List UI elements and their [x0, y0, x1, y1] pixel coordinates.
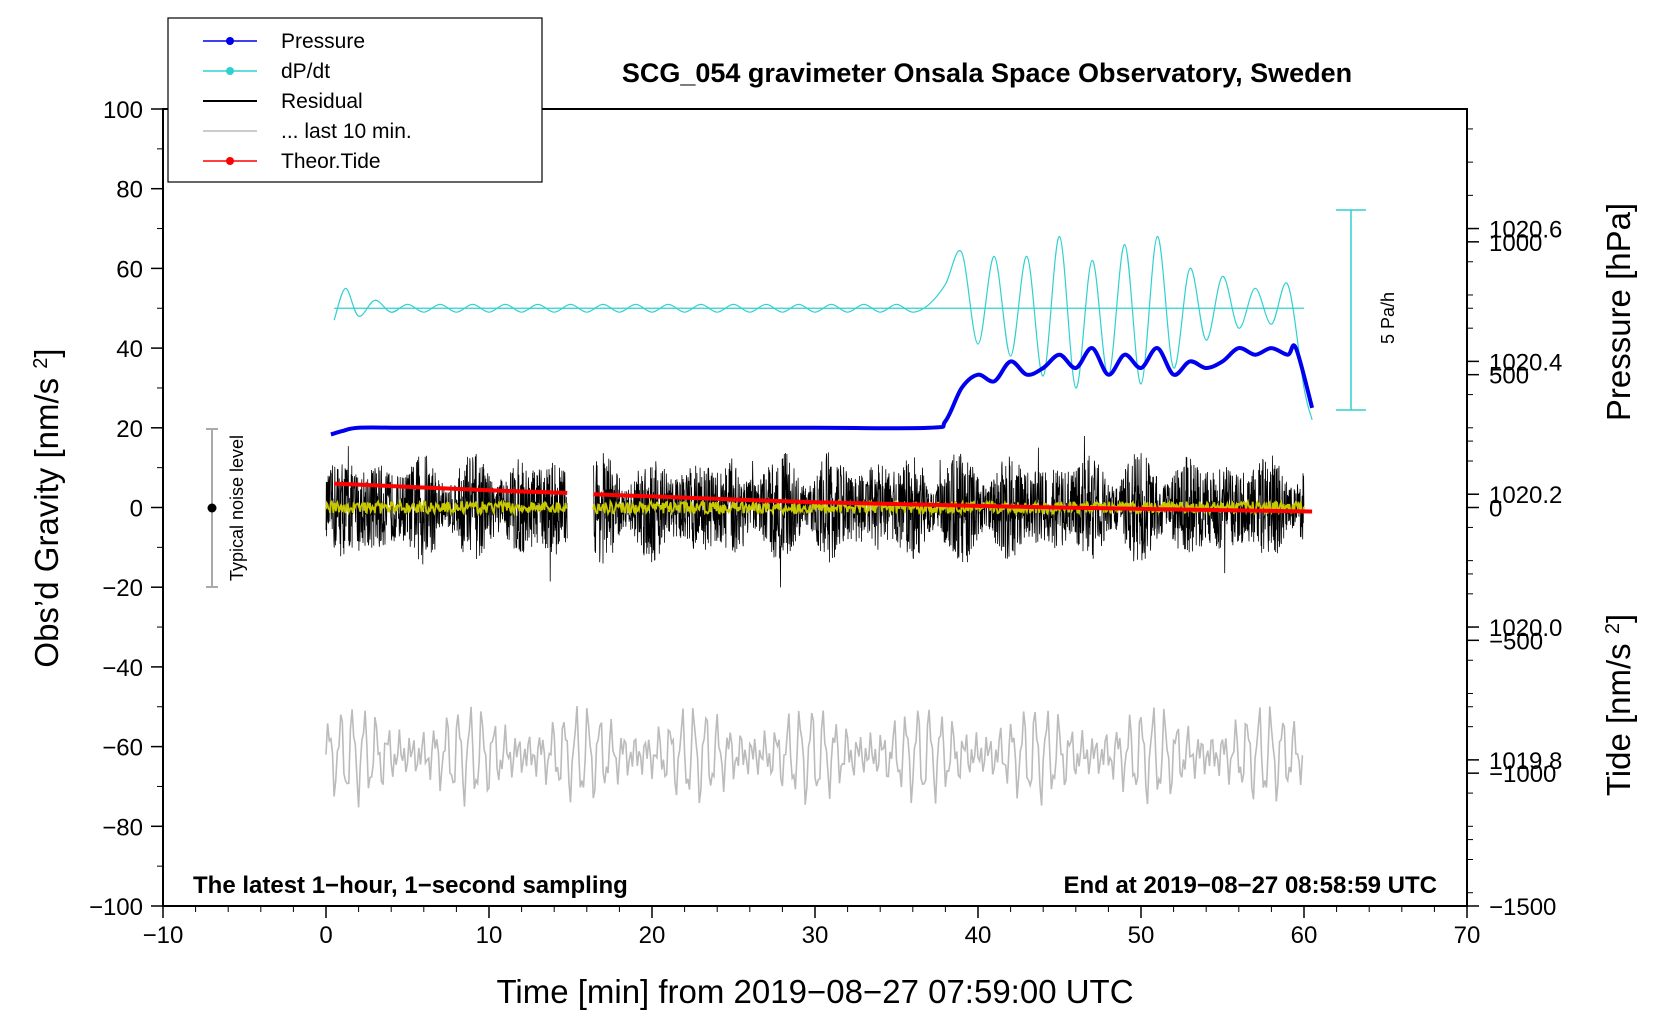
legend-marker-0: [226, 37, 234, 45]
pressure-tick-label: 1020.6: [1489, 217, 1562, 244]
tide-series-line-2: [593, 492, 1313, 514]
x-tick-label: 0: [319, 922, 332, 949]
y-tick-label: 80: [116, 177, 143, 204]
y-axis-label: Obs’d Gravity [nm/s 2]: [28, 348, 65, 667]
y-tick-label: 20: [116, 416, 143, 443]
y-tick-label: −20: [102, 575, 143, 602]
x-tick-label: 70: [1454, 922, 1481, 949]
pressure-axis-label: Pressure [hPa]: [1600, 203, 1637, 421]
dpdt-scale-label: 5 Pa/h: [1378, 292, 1398, 344]
y-tick-label: 40: [116, 336, 143, 363]
noise-bar-group: Typical noise level: [206, 428, 247, 588]
residual-smoothed-line: [325, 498, 1305, 517]
x-tick-label: 20: [639, 922, 666, 949]
tide-series-line-1: [334, 481, 568, 495]
y-tick-label: 100: [103, 97, 143, 124]
x-tick-label: 40: [965, 922, 992, 949]
x-axis-label: Time [min] from 2019−08−27 07:59:00 UTC: [496, 973, 1133, 1010]
y-tick-label: −60: [102, 735, 143, 762]
tide-tick-label: −500: [1489, 628, 1543, 655]
tidelabel-suffix: ]: [1600, 614, 1637, 623]
y-tick-label: −100: [89, 894, 143, 921]
legend-label-4: Theor.Tide: [281, 150, 381, 173]
tide-tick-label: −1000: [1489, 761, 1556, 788]
tidelabel-superscript: 2: [1602, 623, 1624, 634]
dpdt-series-line: [333, 235, 1313, 420]
x-tick-label: 50: [1128, 922, 1155, 949]
x-tick-label: 30: [802, 922, 829, 949]
tide-axis-label-text: Tide [nm/s: [1600, 643, 1637, 796]
y-tick-label: −80: [102, 814, 143, 841]
pressure-tick-label: 1020.4: [1489, 349, 1562, 376]
ylabel-superscript: 2: [30, 358, 52, 369]
legend-label-1: dP/dt: [281, 60, 330, 83]
x-tick-label: 10: [476, 922, 503, 949]
legend-marker-4: [226, 157, 234, 165]
legend-label-2: Residual: [281, 90, 363, 113]
noise-bar-dot: [207, 503, 217, 513]
legend-label-3: ... last 10 min.: [281, 120, 412, 143]
legend-label-0: Pressure: [281, 30, 365, 53]
last-10-min-line: [325, 705, 1304, 808]
sampling-note: The latest 1−hour, 1−second sampling: [193, 872, 628, 899]
legend-marker-1: [226, 67, 234, 75]
y-tick-label: −40: [102, 655, 143, 682]
ylabel-suffix: ]: [28, 348, 65, 357]
end-time-note: End at 2019−08−27 08:58:59 UTC: [1063, 872, 1437, 899]
tide-tick-label: −1500: [1489, 894, 1556, 921]
pressure-tick-label: 1020.0: [1489, 615, 1562, 642]
pressure-series-line: [330, 343, 1315, 437]
tide-tick-label: 0: [1489, 496, 1502, 523]
y-tick-label: 60: [116, 256, 143, 283]
plot-series: [325, 235, 1315, 808]
tide-tick-label: 500: [1489, 363, 1529, 390]
chart-title: SCG_054 gravimeter Onsala Space Observat…: [622, 58, 1352, 88]
legend: Pressure dP/dt Residual ... last 10 min. The…: [167, 17, 543, 183]
axis-ticks: −10 0 10 20 30 40 50 60 70−100−80−60−40−20020406…: [89, 97, 1562, 949]
y-tick-label: 0: [130, 496, 143, 523]
y-axis-label-text: Obs’d Gravity [nm/s: [28, 378, 65, 668]
pressure-tick-label: 1019.8: [1489, 748, 1562, 775]
tide-tick-label: 1000: [1489, 230, 1542, 257]
x-tick-label: 60: [1291, 922, 1318, 949]
x-tick-label: −10: [143, 922, 184, 949]
legend-entries: Pressure dP/dt Residual ... last 10 min. The…: [203, 30, 412, 173]
pressure-tick-label: 1020.2: [1489, 482, 1562, 509]
tide-axis-label: Tide [nm/s 2]: [1600, 614, 1637, 796]
noise-bar-label: Typical noise level: [227, 435, 247, 581]
dpdt-scale-bar: 5 Pa/h: [1336, 209, 1398, 411]
